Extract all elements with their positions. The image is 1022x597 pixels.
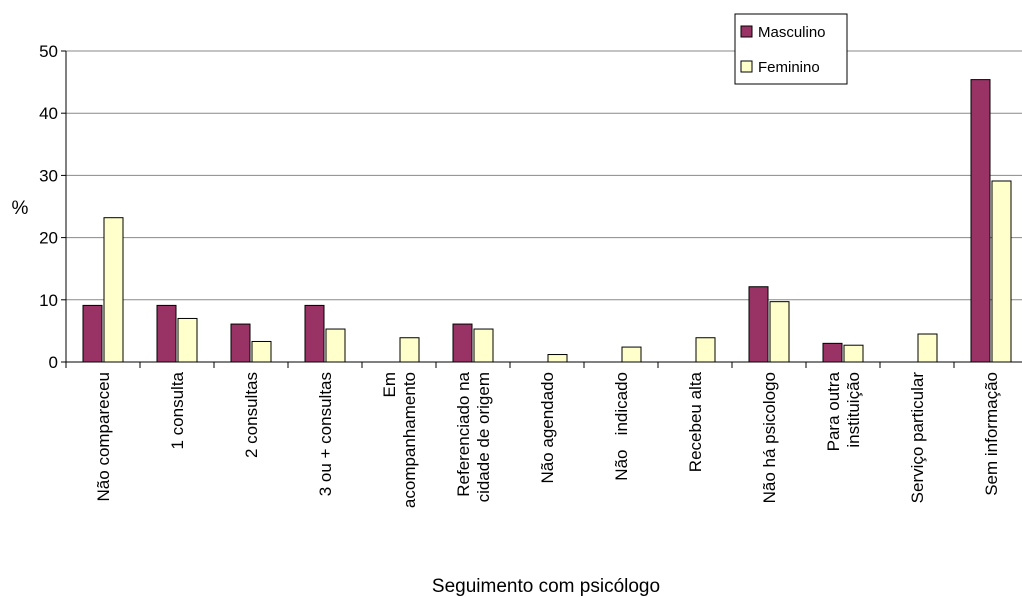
legend-box: [734, 13, 848, 85]
legend-swatch-feminino: [740, 60, 753, 73]
x-tick-label: Para outrainstituição: [824, 371, 863, 451]
bar-masculino-12: [970, 79, 991, 363]
x-tick-label: Emacompanhamento: [380, 372, 419, 508]
y-axis-label: %: [12, 198, 29, 219]
y-tick-label: 10: [39, 291, 58, 310]
x-tick-label: Referenciado nacidade de origem: [454, 371, 493, 502]
bar-masculino-2: [230, 323, 251, 363]
x-tick-label: Recebeu alta: [686, 371, 705, 472]
bar-masculino-10: [822, 342, 843, 363]
x-tick-label: 3 ou + consultas: [316, 372, 335, 496]
y-tick-label: 30: [39, 166, 58, 185]
x-tick-label: Não indicado: [612, 372, 631, 481]
bar-feminino-2: [251, 340, 272, 363]
x-axis-label: Seguimento com psicólogo: [432, 576, 660, 597]
legend-label-masculino: Masculino: [758, 24, 826, 41]
x-tick-label: 2 consultas: [242, 372, 261, 458]
y-tick-label: 20: [39, 229, 58, 248]
x-tick-label: 1 consulta: [168, 371, 187, 449]
y-tick-label: 0: [49, 353, 58, 372]
bar-masculino-5: [452, 323, 473, 363]
y-tick-label: 40: [39, 104, 58, 123]
bar-masculino-3: [304, 304, 325, 363]
bar-feminino-5: [473, 328, 494, 363]
bar-masculino-0: [82, 304, 103, 363]
x-tick-label: Não compareceu: [94, 372, 113, 501]
x-tick-label: Não agendado: [538, 372, 557, 484]
bar-feminino-9: [769, 301, 790, 363]
axes: [61, 50, 1022, 368]
legend-label-feminino: Feminino: [758, 59, 820, 76]
bars: [82, 79, 1012, 363]
bar-feminino-3: [325, 328, 346, 363]
bar-feminino-8: [695, 337, 716, 363]
legend: Masculino Feminino: [734, 13, 848, 85]
x-tick-label: Não há psicologo: [760, 372, 779, 503]
x-tick-label: Serviço particular: [908, 372, 927, 504]
y-tick-label: 50: [39, 42, 58, 61]
bar-feminino-1: [177, 317, 198, 363]
bar-feminino-0: [103, 217, 124, 363]
x-tick-label: Sem informação: [982, 372, 1001, 496]
bar-feminino-6: [547, 354, 568, 363]
x-tick-labels: Não compareceu 1 consulta 2 consultas 3 ou …: [94, 371, 1001, 508]
bar-feminino-4: [399, 337, 420, 363]
gridlines: [66, 50, 1022, 301]
y-tick-labels: 0 10 20 30 40 50: [39, 42, 58, 372]
bar-feminino-7: [621, 346, 642, 363]
bar-feminino-12: [991, 180, 1012, 363]
bar-feminino-10: [843, 344, 864, 363]
bar-masculino-9: [748, 286, 769, 363]
legend-swatch-masculino: [740, 25, 753, 38]
bar-masculino-1: [156, 304, 177, 363]
bar-feminino-11: [917, 333, 938, 363]
